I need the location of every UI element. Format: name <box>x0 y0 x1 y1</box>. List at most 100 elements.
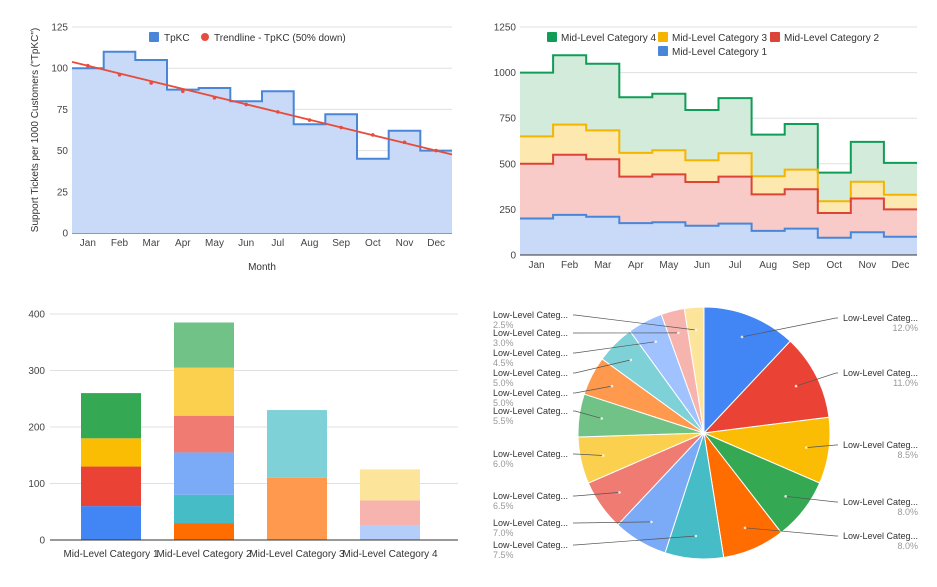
chart4-slice-pct: 7.5% <box>493 550 514 560</box>
chart1-xtick-label: Apr <box>175 238 191 249</box>
chart4-slice-pct: 5.5% <box>493 416 514 426</box>
chart4-slice-label: Low-Level Categ... <box>493 406 568 416</box>
chart1-xtick-label: Sep <box>332 238 350 249</box>
chart1-ytick-label: 0 <box>62 229 68 240</box>
chart4-slice-pct: 2.5% <box>493 320 514 330</box>
chart4-slice-pct: 11.0% <box>893 378 918 388</box>
chart3-ytick-label: 300 <box>28 366 45 377</box>
chart4-leader-dot <box>600 417 604 420</box>
chart4-slice-pct: 3.0% <box>493 338 514 348</box>
chart2-legend-label: Mid-Level Category 1 <box>672 47 767 58</box>
chart3-bar-segment <box>174 367 234 416</box>
chart4-slice-pct: 8.5% <box>897 450 918 460</box>
chart1-xtick-label: Jul <box>271 238 284 249</box>
chart1-group: 0 25 50 75 100 125 Jan Feb Mar Apr May Jun Jul Aug Sep… <box>30 23 453 273</box>
chart1-trend-point <box>339 125 343 130</box>
chart4-leader-dot <box>610 384 614 388</box>
chart4-slice-label: Low-Level Categ... <box>493 388 568 398</box>
chart3-bar-segment <box>360 469 420 501</box>
chart3-bar-segment <box>360 500 420 526</box>
chart4-leader-line <box>573 453 604 456</box>
chart4-slice-label: Low-Level Categ... <box>493 348 568 358</box>
chart3-xtick-label: Mid-Level Category 1 <box>63 549 158 560</box>
chart3-bar-segment <box>81 393 141 439</box>
chart2-ytick-label: 250 <box>499 205 516 216</box>
chart2-xtick-label: May <box>659 260 678 271</box>
chart4-slice-pct: 4.5% <box>493 358 514 368</box>
chart4-slice-label: Low-Level Categ... <box>843 313 918 323</box>
chart1-ytick-label: 25 <box>57 187 69 198</box>
chart4-leader-line <box>741 317 838 338</box>
chart2-ytick-label: 1250 <box>494 23 517 34</box>
chart4-leader-dot <box>740 335 744 339</box>
chart4-slice-label: Low-Level Categ... <box>493 449 568 459</box>
chart2-ytick-label: 0 <box>510 251 516 262</box>
chart3-bar-segment <box>81 438 141 467</box>
chart2-ytick-label: 500 <box>499 159 516 170</box>
chart1-x-axis-title: Month <box>248 262 276 273</box>
chart4-slice <box>702 340 830 434</box>
chart4-leader-line <box>573 410 602 419</box>
chart2-xtick-label: Jan <box>528 260 544 271</box>
chart2-line-1 <box>520 213 917 239</box>
chart3-bar-segment <box>174 322 234 368</box>
chart1-trend-point <box>181 89 185 94</box>
chart2-xtick-label: Aug <box>759 260 777 271</box>
chart3-xtick-label: Mid-Level Category 4 <box>342 549 437 560</box>
chart4-leader-line <box>573 385 612 394</box>
chart1-tpkc-line <box>72 50 452 160</box>
chart2-line-2 <box>520 153 917 214</box>
chart2-legend-label: Mid-Level Category 3 <box>672 33 767 44</box>
chart4-leader-line <box>573 341 656 354</box>
chart3-bar-segment <box>174 415 234 453</box>
chart4-leader-line <box>573 535 696 546</box>
chart4-slice <box>683 306 705 434</box>
chart4-leader-dot <box>629 358 633 362</box>
chart2-xtick-label: Feb <box>561 260 579 271</box>
chart2-legend-swatch <box>658 46 668 56</box>
chart4-slice-pct: 6.0% <box>493 459 514 469</box>
chart4-leader-line <box>795 372 838 387</box>
chart4-leader-line <box>744 527 838 537</box>
chart3-ytick-label: 100 <box>28 479 45 490</box>
chart4-slice-label: Low-Level Categ... <box>843 368 918 378</box>
chart1-legend-swatch-tpkc <box>149 32 159 42</box>
chart4-slice-pct: 8.0% <box>897 507 918 517</box>
chart4-leader-dot <box>694 534 698 538</box>
chart2-legend-label: Mid-Level Category 4 <box>561 33 656 44</box>
chart1-legend-label-trend: Trendline - TpKC (50% down) <box>214 33 346 44</box>
chart1-xtick-label: Jun <box>238 238 254 249</box>
chart2-legend-swatch <box>770 32 780 42</box>
chart3-xtick-label: Mid-Level Category 3 <box>249 549 344 560</box>
chart1-xtick-label: Nov <box>396 238 414 249</box>
chart3-bar-segment <box>81 506 141 540</box>
chart4-leader-dot <box>784 495 787 498</box>
chart4-slice-label: Low-Level Categ... <box>493 540 568 550</box>
chart2-line-4 <box>520 54 917 174</box>
chart1-xtick-label: Oct <box>365 238 381 249</box>
chart1-xtick-label: Dec <box>427 238 445 249</box>
chart2-xtick-label: Nov <box>858 260 876 271</box>
chart1-tpkc-area <box>72 51 452 234</box>
chart4-slice-label: Low-Level Categ... <box>843 531 918 541</box>
chart3-xtick-label: Mid-Level Category 2 <box>156 549 251 560</box>
chart1-trend-point <box>212 96 217 100</box>
chart4-leader-line <box>573 314 696 331</box>
chart2-xtick-label: Mar <box>594 260 612 271</box>
chart2-xtick-label: Sep <box>792 260 810 271</box>
chart2-xtick-label: Oct <box>827 260 843 271</box>
chart4-group: Low-Level Categ...12.0%Low-Level Categ..… <box>493 306 918 560</box>
chart4-leader-dot <box>650 520 653 524</box>
chart3-ytick-label: 200 <box>28 423 45 434</box>
chart4-leader-dot <box>601 454 605 457</box>
chart4-slice-label: Low-Level Categ... <box>493 310 568 320</box>
chart4-leader-line <box>573 521 652 524</box>
chart3-bar-segment <box>174 494 234 524</box>
chart2-xtick-label: Jun <box>694 260 710 271</box>
chart1-legend-swatch-trend <box>201 33 209 41</box>
chart3-ytick-label: 0 <box>39 536 45 547</box>
chart4-slice-label: Low-Level Categ... <box>843 440 918 450</box>
chart1-trend-point <box>117 72 122 77</box>
